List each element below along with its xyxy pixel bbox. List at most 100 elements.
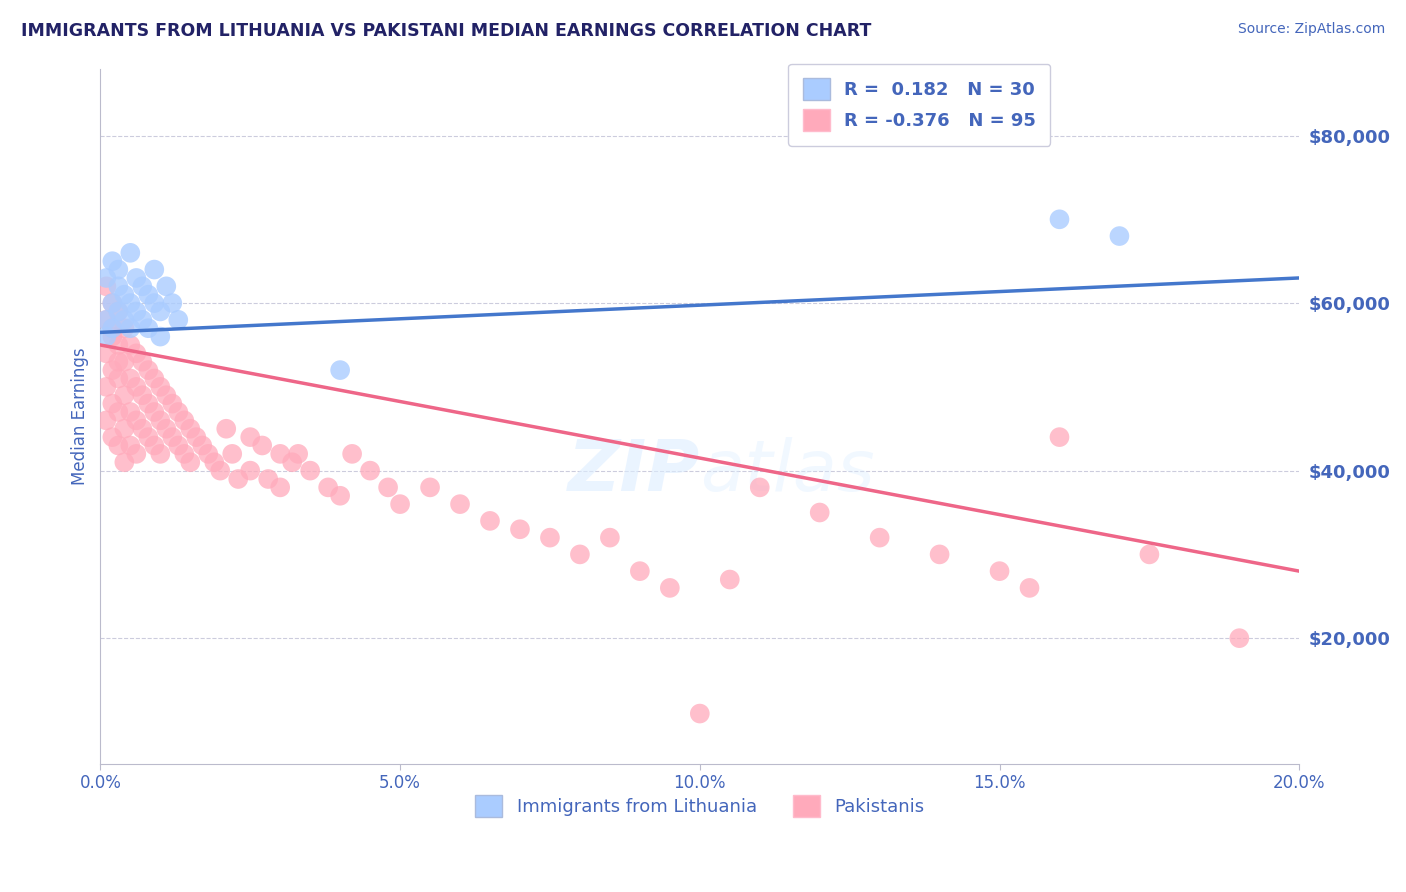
Point	[658, 581, 681, 595]
Point	[186, 430, 208, 444]
Point	[131, 355, 153, 369]
Point	[101, 321, 124, 335]
Point	[162, 296, 184, 310]
Point	[1227, 631, 1250, 645]
Point	[131, 279, 153, 293]
Point	[143, 405, 166, 419]
Point	[96, 380, 118, 394]
Point	[689, 706, 711, 721]
Point	[107, 338, 129, 352]
Point	[112, 355, 135, 369]
Point	[167, 438, 190, 452]
Point	[173, 447, 195, 461]
Point	[131, 313, 153, 327]
Point	[107, 304, 129, 318]
Point	[1049, 212, 1071, 227]
Point	[125, 380, 148, 394]
Point	[120, 245, 142, 260]
Point	[167, 405, 190, 419]
Point	[250, 438, 273, 452]
Point	[136, 430, 159, 444]
Point	[928, 548, 950, 562]
Point	[112, 287, 135, 301]
Point	[136, 363, 159, 377]
Point	[125, 447, 148, 461]
Point	[167, 313, 190, 327]
Point	[143, 262, 166, 277]
Point	[143, 296, 166, 310]
Point	[120, 296, 142, 310]
Point	[101, 321, 124, 335]
Point	[1108, 229, 1130, 244]
Point	[197, 447, 219, 461]
Point	[162, 396, 184, 410]
Point	[299, 464, 322, 478]
Point	[1018, 581, 1040, 595]
Point	[239, 464, 262, 478]
Point	[101, 363, 124, 377]
Point	[748, 480, 770, 494]
Point	[449, 497, 471, 511]
Point	[101, 329, 124, 343]
Point	[112, 455, 135, 469]
Point	[988, 564, 1011, 578]
Point	[202, 455, 225, 469]
Point	[107, 355, 129, 369]
Point	[107, 262, 129, 277]
Point	[179, 455, 201, 469]
Point	[136, 287, 159, 301]
Point	[340, 447, 363, 461]
Point	[718, 573, 741, 587]
Point	[112, 321, 135, 335]
Point	[257, 472, 280, 486]
Point	[479, 514, 502, 528]
Legend: Immigrants from Lithuania, Pakistanis: Immigrants from Lithuania, Pakistanis	[468, 788, 932, 824]
Point	[155, 422, 177, 436]
Point	[107, 304, 129, 318]
Point	[131, 422, 153, 436]
Point	[191, 438, 214, 452]
Point	[101, 396, 124, 410]
Point	[107, 371, 129, 385]
Point	[269, 447, 291, 461]
Point	[359, 464, 381, 478]
Point	[226, 472, 249, 486]
Point	[239, 430, 262, 444]
Text: atlas: atlas	[700, 437, 875, 507]
Point	[107, 438, 129, 452]
Point	[136, 321, 159, 335]
Point	[143, 438, 166, 452]
Point	[96, 329, 118, 343]
Point	[107, 405, 129, 419]
Point	[96, 271, 118, 285]
Point	[155, 279, 177, 293]
Point	[209, 464, 232, 478]
Point	[149, 447, 172, 461]
Point	[101, 296, 124, 310]
Point	[120, 438, 142, 452]
Point	[96, 313, 118, 327]
Point	[120, 338, 142, 352]
Point	[125, 271, 148, 285]
Point	[120, 371, 142, 385]
Y-axis label: Median Earnings: Median Earnings	[72, 347, 89, 485]
Point	[419, 480, 441, 494]
Point	[149, 304, 172, 318]
Point	[1139, 548, 1161, 562]
Point	[316, 480, 339, 494]
Text: ZIP: ZIP	[568, 437, 700, 507]
Point	[143, 371, 166, 385]
Point	[628, 564, 651, 578]
Point	[112, 388, 135, 402]
Point	[101, 430, 124, 444]
Point	[808, 506, 831, 520]
Point	[538, 531, 561, 545]
Point	[869, 531, 891, 545]
Point	[149, 380, 172, 394]
Point	[101, 296, 124, 310]
Point	[120, 321, 142, 335]
Point	[125, 413, 148, 427]
Point	[281, 455, 304, 469]
Point	[221, 447, 243, 461]
Point	[329, 363, 352, 377]
